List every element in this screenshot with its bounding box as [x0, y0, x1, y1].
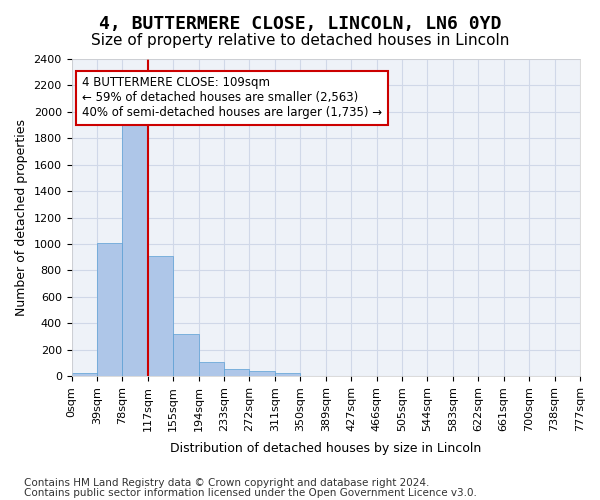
- Bar: [250, 372, 275, 376]
- Text: Size of property relative to detached houses in Lincoln: Size of property relative to detached ho…: [91, 32, 509, 48]
- Bar: [122, 125, 148, 376]
- Text: 4 BUTTERMERE CLOSE: 109sqm
← 59% of detached houses are smaller (2,563)
40% of s: 4 BUTTERMERE CLOSE: 109sqm ← 59% of deta…: [82, 76, 382, 120]
- Text: Contains HM Land Registry data © Crown copyright and database right 2024.: Contains HM Land Registry data © Crown c…: [24, 478, 430, 488]
- Bar: [71, 374, 97, 376]
- Bar: [148, 256, 173, 376]
- Bar: [173, 334, 199, 376]
- Bar: [275, 374, 301, 376]
- Bar: [97, 242, 122, 376]
- Bar: [199, 362, 224, 376]
- Text: Contains public sector information licensed under the Open Government Licence v3: Contains public sector information licen…: [24, 488, 477, 498]
- Bar: [224, 369, 250, 376]
- Y-axis label: Number of detached properties: Number of detached properties: [15, 119, 28, 316]
- Text: 4, BUTTERMERE CLOSE, LINCOLN, LN6 0YD: 4, BUTTERMERE CLOSE, LINCOLN, LN6 0YD: [99, 15, 501, 33]
- X-axis label: Distribution of detached houses by size in Lincoln: Distribution of detached houses by size …: [170, 442, 481, 455]
